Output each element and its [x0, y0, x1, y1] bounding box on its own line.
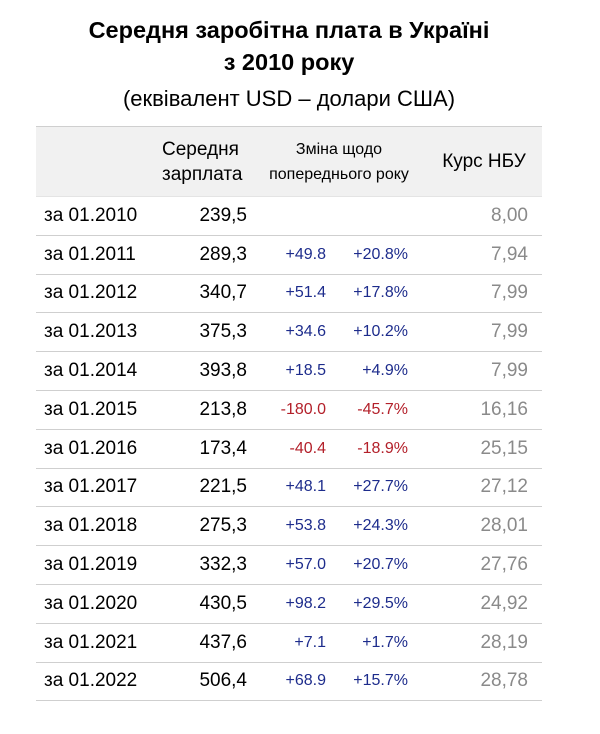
row-rate: 27,12: [480, 476, 528, 498]
table-row: за 01.2011 289,3 +49.8 +20.8% 7,94: [36, 235, 542, 274]
row-change-abs: +7.1: [294, 633, 326, 651]
table-row: за 01.2018 275,3 +53.8 +24.3% 28,01: [36, 506, 542, 546]
row-change-pct: +29.5%: [353, 594, 408, 612]
row-rate: 28,78: [480, 670, 528, 692]
table-row: за 01.2020 430,5 +98.2 +29.5% 24,92: [36, 584, 542, 623]
row-date: за 01.2016: [44, 437, 138, 459]
row-rate: 24,92: [480, 592, 528, 614]
row-change-abs: [252, 197, 338, 236]
row-salary: 275,3: [199, 515, 247, 537]
row-date: за 01.2014: [44, 360, 138, 382]
header-change-line-2: попереднього року: [269, 165, 409, 183]
row-date: за 01.2011: [44, 243, 136, 265]
row-change-pct: +10.2%: [353, 323, 408, 341]
row-rate: 16,16: [480, 398, 528, 420]
row-salary: 506,4: [199, 670, 247, 692]
header-rate: Курс НБУ: [442, 150, 526, 172]
row-change-abs: +34.6: [285, 323, 326, 341]
row-date: за 01.2020: [44, 592, 138, 614]
row-change-abs: +53.8: [285, 517, 326, 535]
row-rate: 27,76: [480, 554, 528, 576]
row-rate: 8,00: [491, 204, 528, 226]
row-date: за 01.2010: [44, 204, 138, 226]
row-change-abs: +98.2: [285, 594, 326, 612]
row-change-pct: +24.3%: [353, 517, 408, 535]
table-row: за 01.2021 437,6 +7.1 +1.7% 28,19: [36, 623, 542, 662]
title-line-1: Середня заробітна плата в Україні: [88, 17, 490, 43]
row-rate: 28,01: [480, 515, 528, 537]
row-salary: 375,3: [199, 321, 247, 343]
row-change-pct: +1.7%: [362, 633, 408, 651]
header-salary-line-2: зарплата: [162, 163, 243, 185]
row-change-abs: -40.4: [289, 439, 326, 457]
row-date: за 01.2021: [44, 631, 138, 653]
row-change-abs: +18.5: [285, 362, 326, 380]
row-rate: 7,94: [491, 243, 528, 265]
row-salary: 332,3: [199, 554, 247, 576]
row-date: за 01.2022: [44, 670, 138, 692]
header-salary-line-1: Середня: [162, 138, 239, 160]
row-salary: 430,5: [199, 592, 247, 614]
salary-table: Середня зарплата Зміна щодо попереднього…: [36, 126, 542, 701]
row-date: за 01.2017: [44, 476, 138, 498]
table-row: за 01.2014 393,8 +18.5 +4.9% 7,99: [36, 351, 542, 391]
row-change-abs: -180.0: [280, 400, 326, 418]
row-change-abs: +51.4: [285, 284, 326, 302]
table-row: за 01.2013 375,3 +34.6 +10.2% 7,99: [36, 312, 542, 352]
row-rate: 7,99: [491, 282, 528, 304]
row-date: за 01.2013: [44, 321, 138, 343]
row-change-pct: +20.8%: [353, 245, 408, 263]
row-change-pct: [338, 197, 426, 236]
table-header-row: Середня зарплата Зміна щодо попереднього…: [36, 126, 542, 197]
row-salary: 221,5: [199, 476, 247, 498]
table-row: за 01.2019 332,3 +57.0 +20.7% 27,76: [36, 545, 542, 585]
table-row: за 01.2022 506,4 +68.9 +15.7% 28,78: [36, 662, 542, 701]
row-date: за 01.2018: [44, 515, 138, 537]
row-salary: 393,8: [199, 360, 247, 382]
row-change-abs: +57.0: [285, 556, 326, 574]
row-change-pct: +27.7%: [353, 478, 408, 496]
header-change: Зміна щодо попереднього року: [252, 127, 426, 197]
row-salary: 213,8: [199, 398, 247, 420]
table-row: за 01.2012 340,7 +51.4 +17.8% 7,99: [36, 274, 542, 313]
table-row: за 01.2015 213,8 -180.0 -45.7% 16,16: [36, 390, 542, 429]
page-title: Середня заробітна плата в Україні з 2010…: [0, 14, 578, 78]
row-salary: 239,5: [199, 204, 247, 226]
title-line-2: з 2010 року: [223, 49, 355, 75]
page-subtitle: (еквівалент USD – долари США): [122, 86, 456, 111]
row-salary: 340,7: [199, 282, 247, 304]
header-change-line-1: Зміна щодо: [295, 140, 383, 158]
row-change-pct: +17.8%: [353, 284, 408, 302]
row-change-pct: +4.9%: [362, 362, 408, 380]
header-period: [36, 127, 154, 197]
row-date: за 01.2019: [44, 554, 138, 576]
row-change-pct: +15.7%: [353, 672, 408, 690]
row-change-abs: +48.1: [285, 478, 326, 496]
row-rate: 25,15: [480, 437, 528, 459]
table-row: за 01.2010 239,5 8,00: [36, 196, 542, 236]
row-change-pct: -18.9%: [357, 439, 408, 457]
row-change-pct: +20.7%: [353, 556, 408, 574]
table-row: за 01.2016 173,4 -40.4 -18.9% 25,15: [36, 429, 542, 468]
row-rate: 28,19: [480, 631, 528, 653]
row-change-abs: +68.9: [285, 672, 326, 690]
row-change-abs: +49.8: [285, 245, 326, 263]
row-date: за 01.2012: [44, 282, 138, 304]
row-salary: 437,6: [199, 631, 247, 653]
row-rate: 7,99: [491, 321, 528, 343]
row-date: за 01.2015: [44, 398, 138, 420]
row-rate: 7,99: [491, 360, 528, 382]
header-salary: Середня зарплата: [154, 127, 252, 197]
row-change-pct: -45.7%: [357, 400, 408, 418]
row-salary: 173,4: [199, 437, 247, 459]
table-row: за 01.2017 221,5 +48.1 +27.7% 27,12: [36, 468, 542, 507]
row-salary: 289,3: [199, 243, 247, 265]
